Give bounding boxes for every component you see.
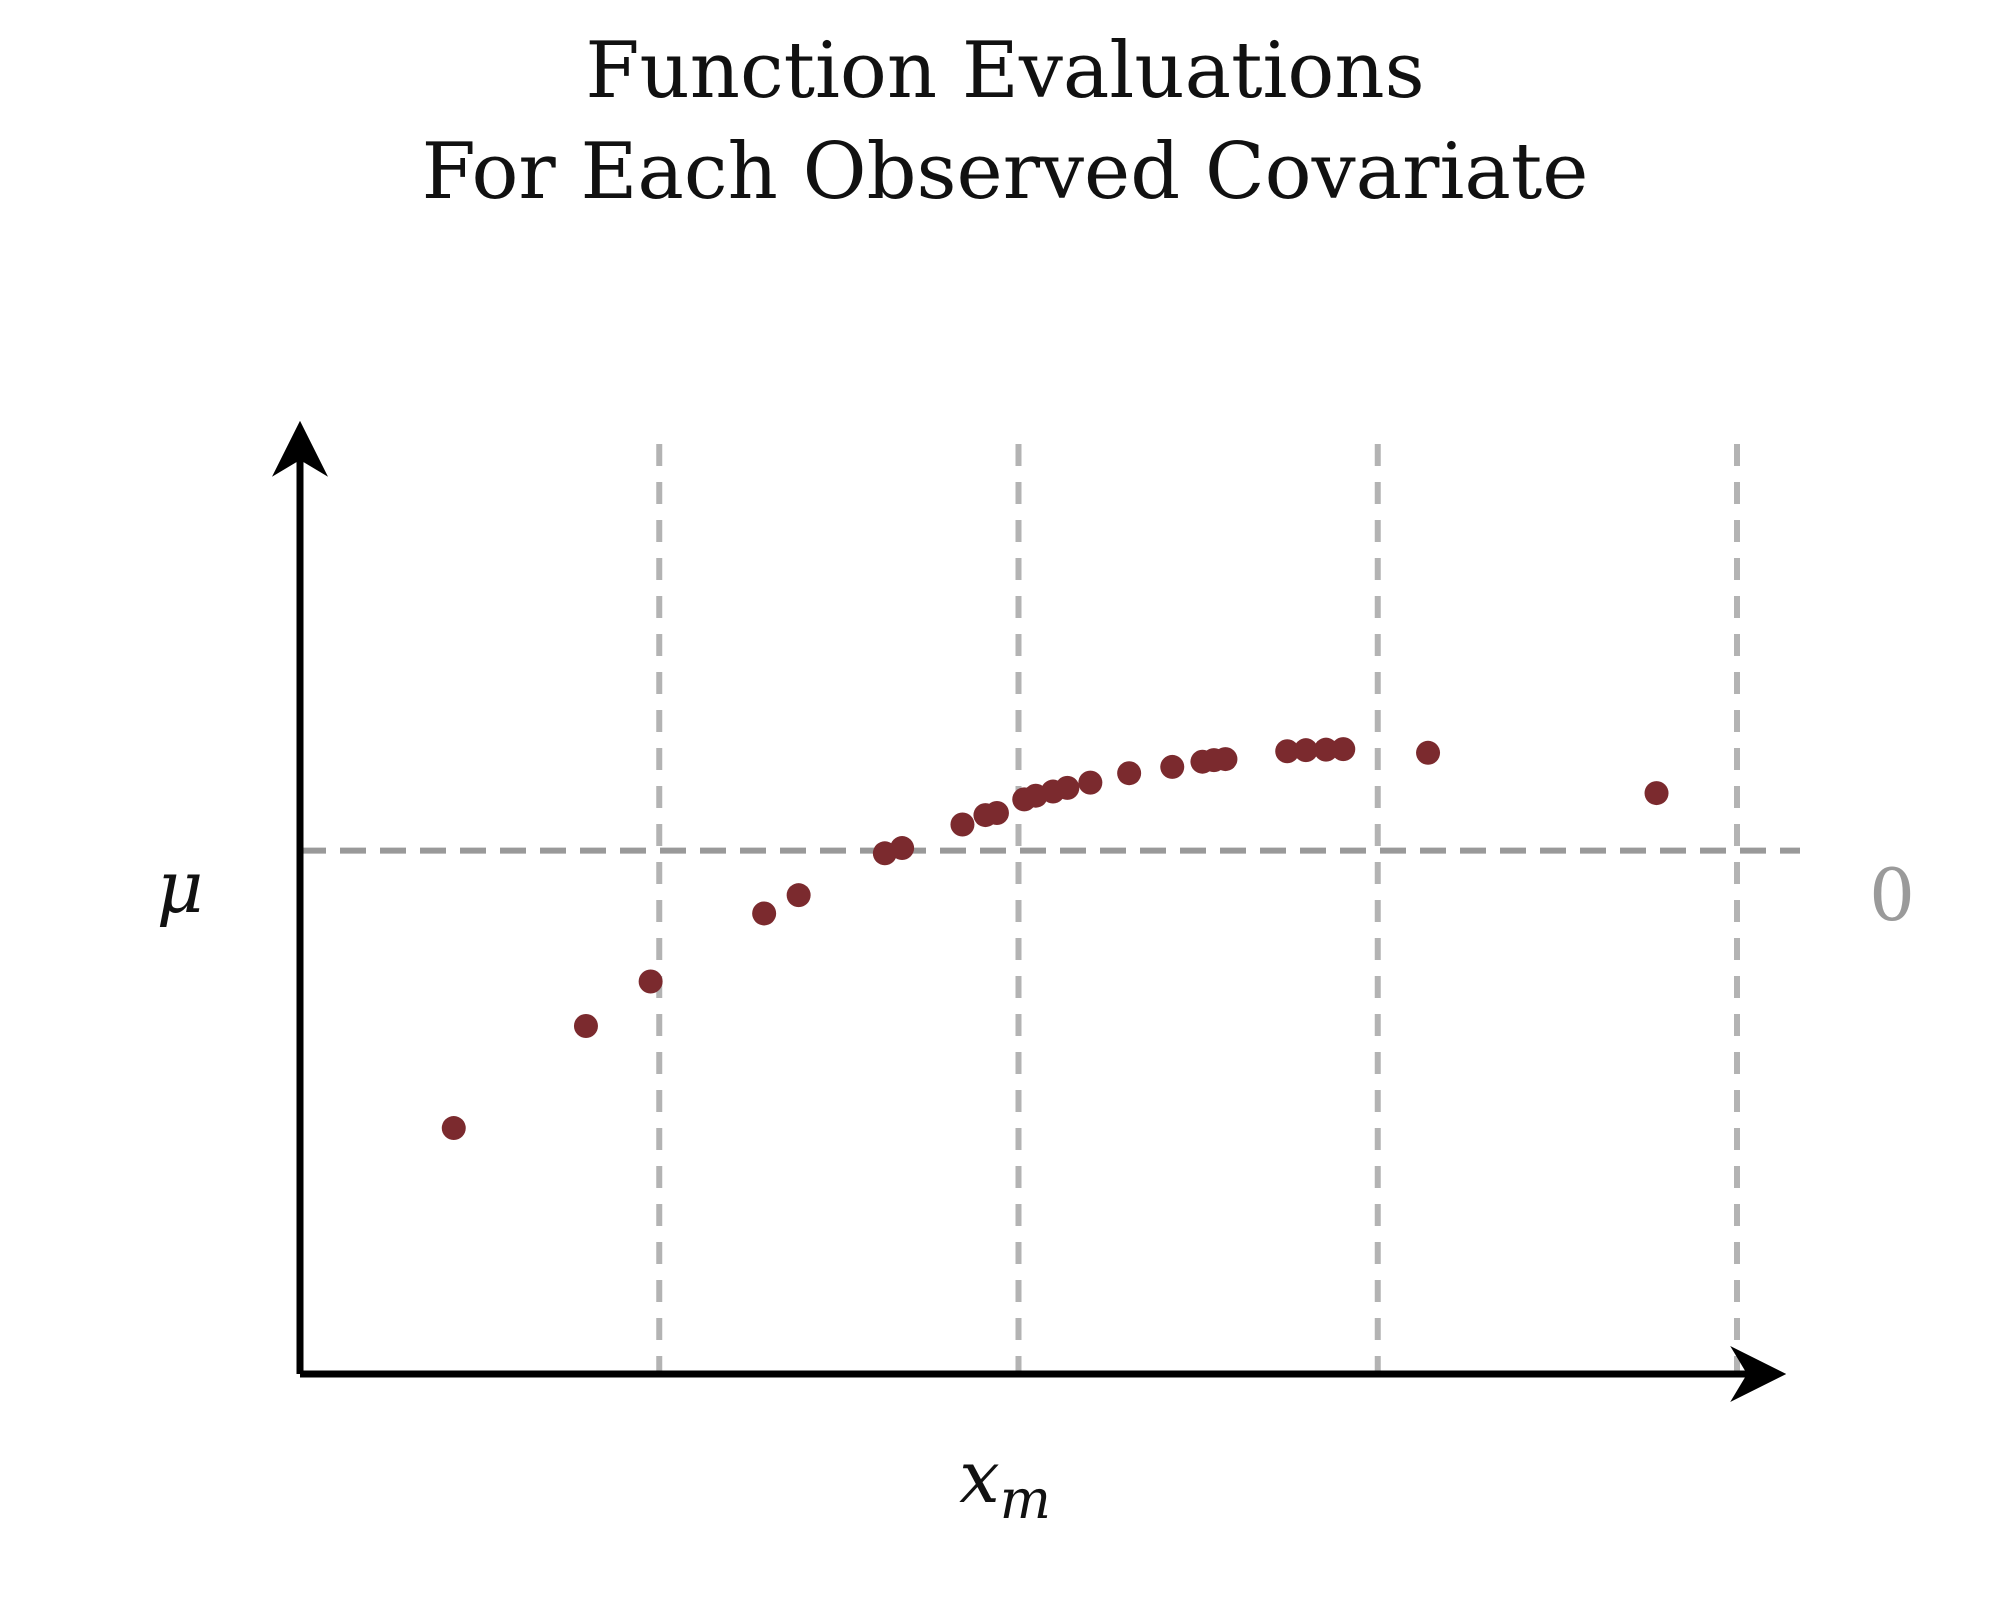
data-point — [1078, 770, 1103, 795]
chart-title-line-2: For Each Observed Covariate — [422, 127, 1589, 217]
data-point — [1117, 761, 1142, 786]
data-point — [786, 883, 811, 908]
data-point — [752, 901, 777, 926]
data-point — [984, 800, 1009, 825]
data-point — [441, 1116, 466, 1141]
data-point — [1293, 738, 1318, 763]
data-point — [1275, 739, 1300, 764]
x-axis-label-base: x — [959, 1435, 1000, 1519]
data-point — [638, 969, 663, 994]
zero-line-label: 0 — [1869, 853, 1915, 937]
x-axis-label: xm — [959, 1435, 1051, 1531]
vertical-gridlines — [656, 444, 1740, 1374]
y-axis-label: μ — [157, 845, 204, 929]
data-point — [1213, 747, 1238, 772]
data-point — [1331, 737, 1356, 762]
data-point — [573, 1013, 598, 1038]
data-point — [1314, 737, 1339, 762]
data-point — [1055, 775, 1080, 800]
data-point — [1160, 754, 1185, 779]
data-point — [950, 812, 975, 837]
data-point — [890, 836, 915, 861]
chart-title-line-1: Function Evaluations — [585, 26, 1424, 116]
data-points — [441, 737, 1669, 1141]
data-point — [1644, 781, 1669, 806]
data-point — [1416, 740, 1441, 765]
x-axis-label-subscript: m — [1000, 1468, 1051, 1531]
